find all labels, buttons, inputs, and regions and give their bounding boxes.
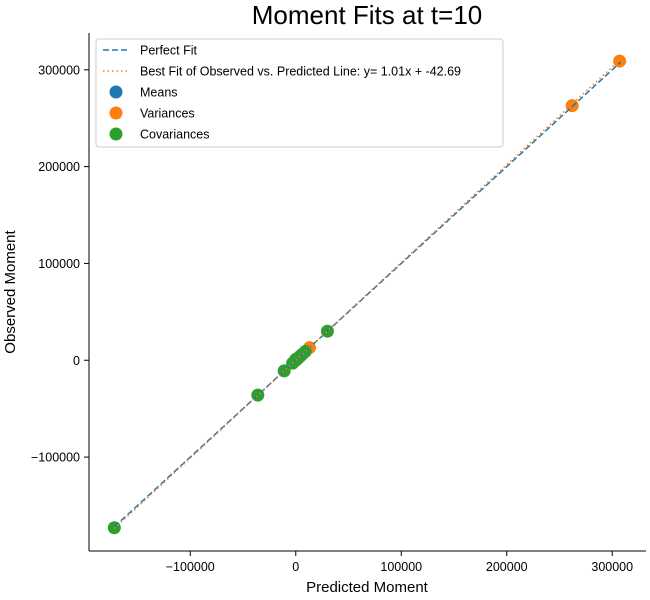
x-tick-label: 200000	[486, 560, 528, 574]
legend-label: Covariances	[140, 128, 209, 142]
variances-point	[613, 54, 627, 68]
x-tick-label: 100000	[380, 560, 422, 574]
legend-label: Best Fit of Observed vs. Predicted Line:…	[140, 65, 461, 79]
y-axis-label: Observed Moment	[2, 229, 19, 353]
x-axis-label: Predicted Moment	[306, 579, 429, 596]
y-tick-label: 100000	[38, 257, 80, 271]
legend-label: Variances	[140, 107, 195, 121]
y-tick-label: −100000	[31, 451, 80, 465]
legend: Perfect Fit Best Fit of Observed vs. Pred…	[95, 38, 504, 148]
x-tick-label: −100000	[166, 560, 215, 574]
perfect-fit-line	[113, 61, 622, 528]
y-tick-label: 0	[73, 354, 80, 368]
x-tick-label: 0	[292, 560, 299, 574]
y-tick-label: 200000	[38, 160, 80, 174]
legend-label: Means	[140, 86, 178, 100]
legend-label: Perfect Fit	[140, 44, 197, 58]
legend-marker-swatch	[109, 127, 123, 141]
y-tick-label: 300000	[38, 63, 80, 77]
legend-marker-swatch	[109, 85, 123, 99]
legend-frame	[95, 38, 504, 148]
plot-area	[107, 54, 627, 535]
legend-marker-swatch	[109, 106, 123, 120]
chart-title: Moment Fits at t=10	[252, 0, 482, 30]
x-axis-ticks: −100000 0 100000 200000 300000	[166, 551, 633, 574]
x-tick-label: 300000	[591, 560, 633, 574]
y-axis-ticks: −100000 0 100000 200000 300000	[31, 63, 89, 465]
